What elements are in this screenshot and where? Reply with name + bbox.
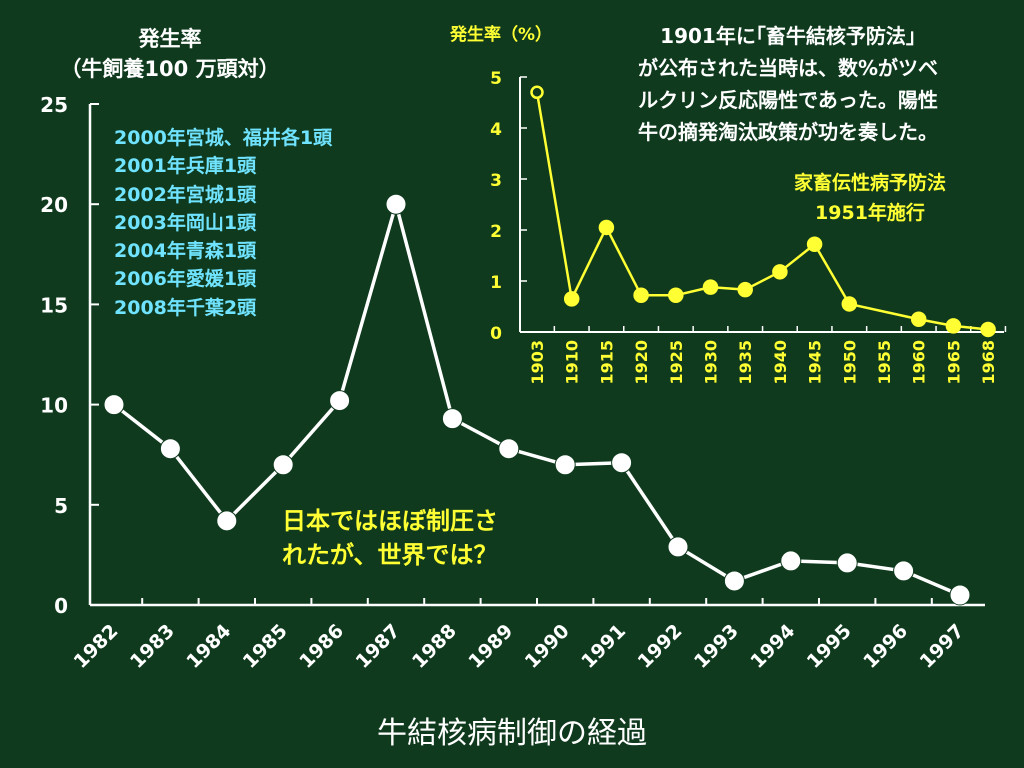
main-data-point xyxy=(498,438,520,460)
main-y-axis-label-line1: 発生率 xyxy=(138,27,202,51)
remark-line: れたが、世界では？ xyxy=(282,541,498,569)
inset-x-tick-label: 1950 xyxy=(840,340,859,385)
inset-data-point xyxy=(668,287,684,304)
inset-x-tick-label: 1955 xyxy=(875,340,894,385)
main-x-tick-label: 1983 xyxy=(126,620,179,673)
main-x-tick-label: 1989 xyxy=(464,620,517,673)
note-1901-line: が公布された当時は、数%がツベ xyxy=(637,56,939,80)
note-1901: 1901年に｢畜牛結核予防法｣ が公布された当時は、数%がツベ ルクリン反応陽性… xyxy=(578,20,998,148)
case-line: 2000年宮城、福井各1頭 xyxy=(114,127,333,149)
main-x-tick-label: 1997 xyxy=(916,620,969,673)
inset-data-point xyxy=(737,281,753,298)
main-data-point xyxy=(611,452,633,474)
law-note: 家畜伝性病予防法 1951年施行 xyxy=(740,168,1000,228)
main-x-tick-label: 1984 xyxy=(182,620,235,673)
main-data-point xyxy=(216,510,238,532)
main-y-tick-label: 20 xyxy=(40,193,68,217)
inset-x-tick-label: 1960 xyxy=(910,340,929,385)
case-line: 2008年千葉2頭 xyxy=(114,296,257,319)
inset-x-tick-label: 1915 xyxy=(597,340,616,385)
inset-y-axis-label: 発生率（%） xyxy=(450,25,553,45)
case-line: 2003年岡山1頭 xyxy=(114,211,257,234)
inset-x-tick-label: 1903 xyxy=(528,340,547,385)
main-x-tick-label: 1992 xyxy=(634,620,687,673)
main-x-tick-label: 1994 xyxy=(746,620,799,673)
inset-x-tick-label: 1945 xyxy=(806,340,825,385)
main-data-point xyxy=(667,536,689,558)
case-line: 2004年青森1頭 xyxy=(114,240,257,263)
cases-list: 2000年宮城、福井各1頭 2001年兵庫1頭 2002年宮城1頭 2003年岡… xyxy=(114,124,332,322)
inset-x-tick-label: 1940 xyxy=(771,340,790,385)
inset-y-tick-label: 1 xyxy=(490,273,502,293)
main-data-point xyxy=(159,438,181,460)
main-y-axis-label: 発生率 （牛飼養100 万頭対） xyxy=(20,24,320,84)
inset-x-tick-label: 1920 xyxy=(632,340,651,385)
main-data-point xyxy=(329,390,351,412)
main-y-tick-label: 5 xyxy=(54,494,68,518)
inset-y-tick-label: 3 xyxy=(490,171,502,191)
main-data-point xyxy=(385,193,407,215)
inset-data-point xyxy=(530,85,544,100)
inset-data-point xyxy=(980,321,996,338)
main-y-tick-label: 10 xyxy=(40,394,68,418)
main-x-tick-label: 1993 xyxy=(690,620,743,673)
main-x-tick-label: 1996 xyxy=(859,620,912,673)
remark-text: 日本ではほぼ制圧さ れたが、世界では？ xyxy=(282,504,498,572)
inset-x-tick-label: 1930 xyxy=(702,340,721,385)
case-line: 2001年兵庫1頭 xyxy=(114,155,257,178)
note-1901-line: ルクリン反応陽性であった。陽性 xyxy=(638,88,938,112)
inset-y-tick-label: 2 xyxy=(490,222,502,242)
law-note-line: 1951年施行 xyxy=(815,202,925,224)
slide-title: 牛結核病制御の経過 xyxy=(377,716,647,751)
main-data-point xyxy=(723,570,745,592)
inset-data-point xyxy=(910,311,927,327)
remark-line: 日本ではほぼ制圧さ xyxy=(282,507,498,535)
inset-y-tick-label: 5 xyxy=(490,69,502,89)
inset-data-point xyxy=(841,296,858,312)
main-y-tick-label: 15 xyxy=(40,293,68,317)
main-series-line xyxy=(112,202,961,597)
main-x-tick-label: 1990 xyxy=(521,620,574,673)
law-note-line: 家畜伝性病予防法 xyxy=(793,172,946,194)
main-data-point xyxy=(441,408,463,430)
main-data-point xyxy=(103,394,125,416)
main-y-axis-label-line2: （牛飼養100 万頭対） xyxy=(60,57,280,81)
inset-x-tick-label: 1925 xyxy=(667,340,686,385)
main-data-point xyxy=(893,560,915,582)
main-x-tick-label: 1988 xyxy=(408,620,461,673)
main-data-point xyxy=(836,552,858,574)
main-x-tick-label: 1986 xyxy=(295,620,348,673)
main-x-tick-label: 1987 xyxy=(352,620,405,673)
main-data-point xyxy=(272,454,294,476)
inset-data-point xyxy=(806,236,823,253)
note-1901-line: 1901年に｢畜牛結核予防法｣ xyxy=(660,24,916,48)
main-x-tick-label: 1982 xyxy=(70,620,123,673)
inset-x-tick-label: 1965 xyxy=(944,340,963,385)
inset-chart: 0 1 2 3 4 5 1903 1910 1915 1920 1925 1930 1935 1940 19… xyxy=(490,69,1007,385)
inset-data-point xyxy=(563,291,580,307)
case-line: 2002年宮城1頭 xyxy=(114,183,257,206)
note-1901-line: 牛の摘発淘汰政策が功を奏した。 xyxy=(638,120,938,144)
main-y-tick-label: 0 xyxy=(54,594,68,618)
main-data-point xyxy=(554,454,576,476)
main-data-point xyxy=(780,550,802,572)
main-y-tick-label: 25 xyxy=(40,93,68,117)
inset-y-tick-label: 0 xyxy=(490,324,502,344)
inset-data-point xyxy=(633,287,649,304)
inset-x-tick-label: 1910 xyxy=(563,340,582,385)
inset-data-point xyxy=(702,279,719,295)
main-data-point xyxy=(949,584,971,606)
inset-data-point xyxy=(945,318,962,334)
main-x-tick-label: 1985 xyxy=(239,620,292,673)
main-x-tick-label: 1991 xyxy=(577,620,630,673)
inset-x-tick-label: 1968 xyxy=(979,340,998,385)
case-line: 2006年愛媛1頭 xyxy=(114,268,257,291)
inset-data-point xyxy=(598,219,615,236)
main-x-tick-label: 1995 xyxy=(803,620,856,673)
inset-x-tick-label: 1935 xyxy=(736,340,755,385)
inset-data-point xyxy=(772,264,788,280)
inset-y-tick-label: 4 xyxy=(490,120,502,140)
